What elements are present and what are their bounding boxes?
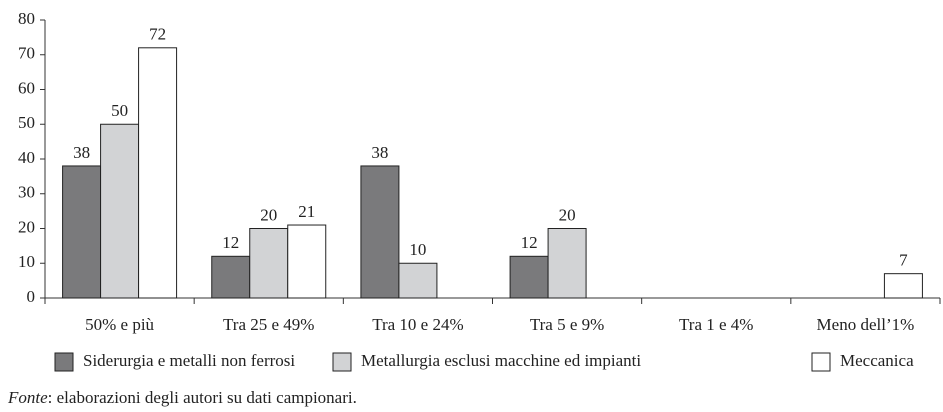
x-tick-label: Tra 1 e 4% bbox=[679, 315, 753, 334]
data-label: 72 bbox=[149, 25, 166, 44]
data-label: 20 bbox=[559, 205, 576, 224]
data-label: 12 bbox=[222, 233, 239, 252]
legend-swatch bbox=[811, 352, 831, 372]
y-tick-label: 50 bbox=[18, 113, 35, 132]
data-label: 7 bbox=[899, 251, 908, 270]
bar bbox=[547, 228, 587, 299]
y-tick-label: 0 bbox=[27, 287, 36, 306]
bar bbox=[883, 273, 923, 299]
x-tick-label: Meno dell’1% bbox=[817, 315, 915, 334]
data-label: 21 bbox=[298, 202, 315, 221]
x-tick-label: Tra 10 e 24% bbox=[372, 315, 463, 334]
bar bbox=[398, 262, 438, 299]
y-tick-label: 80 bbox=[18, 9, 35, 28]
legend-swatch bbox=[332, 352, 352, 372]
source-text: : elaborazioni degli autori su dati camp… bbox=[48, 388, 357, 407]
bar bbox=[100, 123, 140, 299]
data-label: 50 bbox=[111, 101, 128, 120]
y-tick-label: 70 bbox=[18, 44, 35, 63]
bar bbox=[360, 165, 400, 299]
source-label: Fonte bbox=[7, 388, 48, 407]
data-label: 20 bbox=[260, 205, 277, 224]
legend-label: Siderurgia e metalli non ferrosi bbox=[83, 351, 295, 370]
x-tick-label: 50% e più bbox=[85, 315, 154, 334]
y-tick-label: 40 bbox=[18, 148, 35, 167]
bar bbox=[509, 255, 549, 299]
bar bbox=[249, 228, 289, 299]
data-label: 10 bbox=[409, 240, 426, 259]
bar bbox=[211, 255, 251, 299]
legend-swatch bbox=[54, 352, 74, 372]
y-tick-label: 20 bbox=[18, 217, 35, 236]
y-tick-label: 60 bbox=[18, 78, 35, 97]
legend-label: Metallurgia esclusi macchine ed impianti bbox=[361, 351, 641, 370]
y-tick-label: 30 bbox=[18, 183, 35, 202]
data-label: 38 bbox=[371, 143, 388, 162]
data-label: 38 bbox=[73, 143, 90, 162]
bar bbox=[62, 165, 102, 299]
y-tick-label: 10 bbox=[18, 252, 35, 271]
x-tick-label: Tra 25 e 49% bbox=[223, 315, 314, 334]
source-note: Fonte: elaborazioni degli autori su dati… bbox=[7, 388, 357, 407]
bar bbox=[287, 224, 327, 299]
data-label: 12 bbox=[521, 233, 538, 252]
bar bbox=[138, 47, 178, 299]
x-tick-label: Tra 5 e 9% bbox=[530, 315, 604, 334]
legend-label: Meccanica bbox=[840, 351, 914, 370]
